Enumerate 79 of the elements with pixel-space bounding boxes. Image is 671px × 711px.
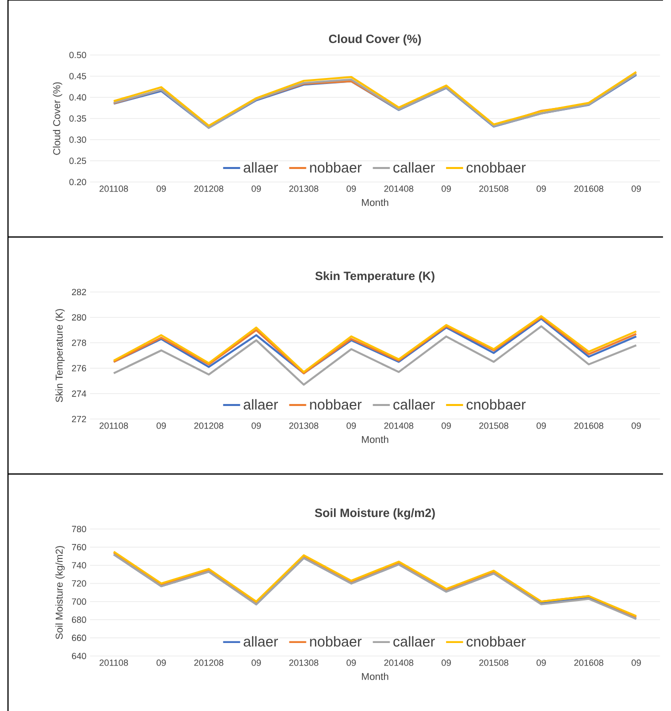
x-tick-label: 09 bbox=[536, 186, 546, 192]
chart-title: Soil Moisture (kg/m2) bbox=[314, 508, 435, 520]
y-tick-label: 0.30 bbox=[69, 136, 86, 143]
x-tick-label: 09 bbox=[632, 422, 641, 429]
x-tick-label: 201508 bbox=[479, 422, 508, 429]
legend-label: allaer bbox=[244, 399, 278, 410]
legend-label: cnobbaer bbox=[466, 636, 526, 647]
x-tick-label: 201608 bbox=[574, 660, 604, 666]
y-tick-label: 278 bbox=[72, 340, 86, 346]
y-tick-label: 760 bbox=[72, 544, 86, 550]
x-tick-label: 201508 bbox=[479, 186, 508, 192]
x-tick-label: 201408 bbox=[384, 422, 414, 429]
y-tick-label: 640 bbox=[72, 652, 86, 660]
x-tick-label: 09 bbox=[156, 186, 166, 192]
x-tick-label: 09 bbox=[156, 660, 166, 666]
y-tick-label: 0.20 bbox=[69, 178, 86, 186]
x-tick-label: 09 bbox=[632, 186, 641, 192]
y-axis-title: Skin Temperature (K) bbox=[55, 309, 65, 402]
y-axis-title: Soil Moisture (kg/m2) bbox=[55, 546, 65, 640]
x-tick-label: 201108 bbox=[100, 422, 128, 429]
x-tick-label: 09 bbox=[536, 422, 546, 429]
y-tick-label: 276 bbox=[72, 365, 86, 372]
y-tick-label: 0.50 bbox=[69, 52, 86, 58]
y-tick-label: 280 bbox=[72, 314, 86, 321]
y-tick-label: 272 bbox=[72, 416, 86, 422]
x-axis-title: Month bbox=[362, 198, 388, 206]
legend-label: nobbaer bbox=[310, 399, 362, 410]
legend-label: allaer bbox=[244, 162, 278, 173]
line-series bbox=[112, 325, 638, 386]
x-tick-label: 09 bbox=[252, 186, 261, 192]
x-tick-label: 09 bbox=[536, 660, 546, 666]
x-tick-label: 09 bbox=[632, 660, 641, 666]
y-tick-label: 740 bbox=[72, 562, 86, 568]
x-axis-title: Month bbox=[362, 672, 388, 680]
legend-label: cnobbaer bbox=[466, 399, 526, 410]
x-tick-label: 201408 bbox=[384, 660, 414, 666]
legend-label: callaer bbox=[393, 636, 435, 647]
y-tick-label: 0.35 bbox=[69, 115, 86, 122]
x-tick-label: 201308 bbox=[289, 660, 318, 666]
y-tick-label: 720 bbox=[72, 580, 86, 587]
x-tick-label: 09 bbox=[346, 186, 356, 192]
x-tick-label: 09 bbox=[252, 660, 261, 666]
y-tick-label: 274 bbox=[72, 390, 86, 397]
x-tick-label: 201408 bbox=[384, 186, 414, 192]
legend-label: cnobbaer bbox=[466, 162, 526, 173]
x-tick-label: 201208 bbox=[194, 422, 224, 429]
x-tick-label: 201208 bbox=[194, 660, 224, 666]
y-tick-label: 0.40 bbox=[69, 94, 86, 101]
y-axis-title: Cloud Cover (%) bbox=[52, 82, 62, 155]
legend-label: callaer bbox=[393, 399, 435, 410]
x-tick-label: 201508 bbox=[479, 660, 508, 666]
x-tick-label: 201108 bbox=[100, 660, 128, 666]
y-tick-label: 780 bbox=[72, 526, 86, 532]
y-tick-label: 660 bbox=[72, 634, 86, 642]
x-tick-label: 201208 bbox=[194, 186, 224, 192]
x-tick-label: 201308 bbox=[289, 422, 318, 429]
x-tick-label: 09 bbox=[442, 660, 451, 666]
legend-label: nobbaer bbox=[310, 636, 362, 647]
legend-label: allaer bbox=[244, 636, 278, 647]
y-tick-label: 0.25 bbox=[69, 158, 86, 164]
x-tick-label: 09 bbox=[442, 422, 451, 429]
y-tick-label: 700 bbox=[72, 598, 86, 605]
legend-label: callaer bbox=[393, 162, 435, 173]
chart-title: Cloud Cover (%) bbox=[328, 34, 421, 46]
x-tick-label: 201308 bbox=[289, 186, 318, 192]
x-axis-title: Month bbox=[362, 436, 388, 444]
x-tick-label: 09 bbox=[252, 422, 261, 429]
chart-title: Skin Temperature (K) bbox=[315, 271, 434, 282]
y-tick-label: 282 bbox=[72, 288, 86, 296]
y-tick-label: 0.45 bbox=[69, 72, 86, 80]
x-tick-label: 201608 bbox=[574, 186, 604, 192]
x-tick-label: 09 bbox=[346, 422, 356, 429]
x-tick-label: 201608 bbox=[574, 422, 604, 429]
x-tick-label: 09 bbox=[346, 660, 356, 666]
y-tick-label: 680 bbox=[72, 616, 86, 623]
legend-label: nobbaer bbox=[310, 162, 362, 173]
x-tick-label: 201108 bbox=[100, 186, 128, 192]
x-tick-label: 09 bbox=[442, 186, 451, 192]
x-tick-label: 09 bbox=[156, 422, 166, 429]
